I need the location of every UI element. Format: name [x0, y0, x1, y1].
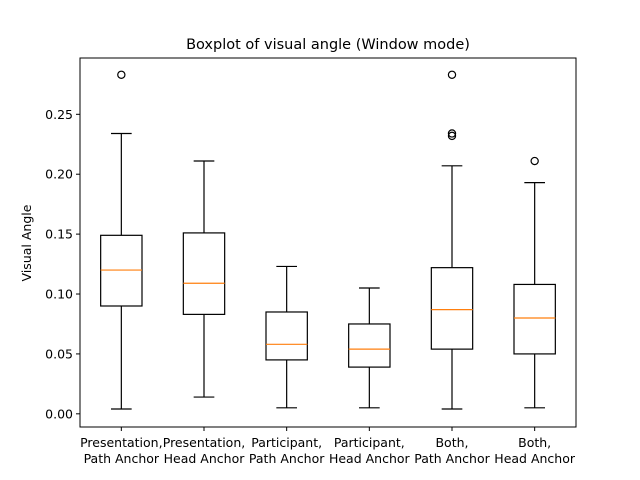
y-axis-label: Visual Angle	[19, 204, 34, 281]
x-tick-label: Head Anchor	[329, 451, 411, 466]
x-tick-label: Participant,	[251, 435, 322, 450]
outlier-point	[447, 131, 457, 141]
iqr-box	[430, 267, 474, 350]
chart-title: Boxplot of visual angle (Window mode)	[186, 37, 470, 53]
y-tick-label: 0.25	[45, 107, 73, 122]
x-tick-label: Both,	[518, 435, 551, 450]
outlier-point	[117, 70, 126, 79]
y-tick-label: 0.20	[45, 167, 73, 182]
y-tick-label: 0.10	[45, 287, 73, 302]
y-tick-label: 0.15	[45, 227, 73, 242]
x-tick-label: Path Anchor	[84, 451, 160, 466]
x-tick-label: Both,	[435, 435, 468, 450]
x-tick-label: Participant,	[334, 435, 405, 450]
iqr-box	[265, 311, 308, 361]
plot-area: 0.000.050.100.150.200.25Presentation,Pat…	[45, 57, 577, 466]
x-tick-label: Path Anchor	[414, 451, 490, 466]
outlier-point	[447, 70, 457, 79]
axes-frame	[79, 57, 577, 428]
x-tick-label: Presentation,	[80, 435, 162, 450]
x-tick-label: Path Anchor	[249, 451, 325, 466]
outlier-point	[447, 129, 457, 138]
iqr-box	[348, 323, 391, 368]
x-tick-label: Presentation,	[163, 435, 245, 450]
outlier-point	[530, 156, 539, 166]
iqr-box	[182, 232, 226, 315]
y-tick-label: 0.05	[45, 346, 73, 361]
iqr-box	[513, 283, 556, 355]
x-tick-label: Head Anchor	[494, 451, 576, 466]
x-tick-label: Head Anchor	[164, 451, 246, 466]
y-tick-label: 0.00	[45, 406, 73, 421]
